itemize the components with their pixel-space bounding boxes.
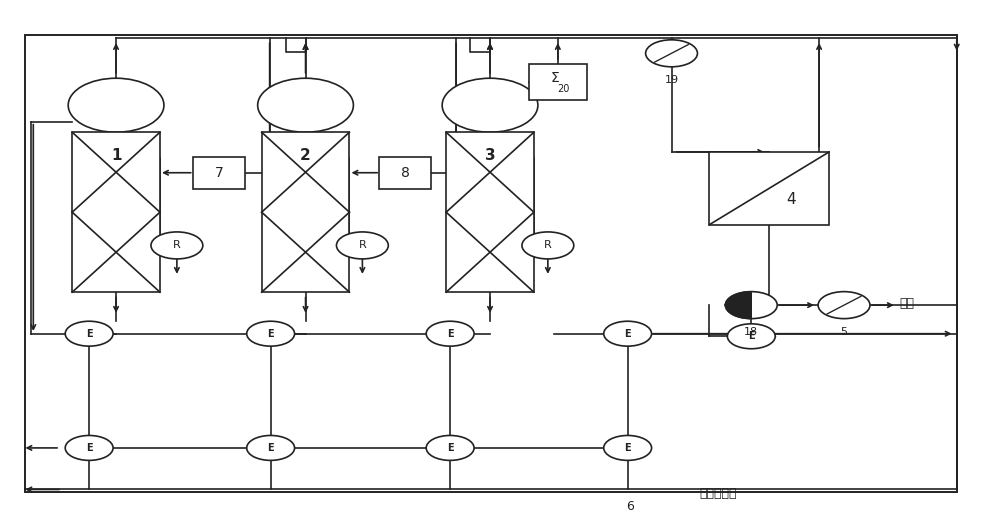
Circle shape bbox=[646, 40, 697, 67]
Circle shape bbox=[522, 232, 574, 259]
Text: E: E bbox=[624, 329, 631, 339]
Ellipse shape bbox=[442, 78, 538, 132]
Text: E: E bbox=[624, 443, 631, 453]
Text: R: R bbox=[173, 241, 181, 251]
Circle shape bbox=[818, 292, 870, 318]
Text: 18: 18 bbox=[744, 327, 758, 337]
Text: E: E bbox=[267, 329, 274, 339]
Circle shape bbox=[727, 324, 775, 349]
Text: E: E bbox=[447, 329, 453, 339]
Text: 4: 4 bbox=[786, 192, 796, 207]
Circle shape bbox=[725, 292, 777, 318]
Circle shape bbox=[247, 435, 295, 460]
Text: R: R bbox=[359, 241, 366, 251]
Circle shape bbox=[336, 232, 388, 259]
Circle shape bbox=[151, 232, 203, 259]
Text: 20: 20 bbox=[557, 84, 570, 94]
Circle shape bbox=[65, 321, 113, 346]
Text: E: E bbox=[86, 329, 92, 339]
Bar bbox=[379, 157, 431, 189]
Text: 1: 1 bbox=[111, 148, 121, 163]
Text: 3: 3 bbox=[485, 148, 495, 163]
Text: 5: 5 bbox=[841, 327, 848, 337]
Text: E: E bbox=[86, 443, 92, 453]
Circle shape bbox=[604, 321, 652, 346]
Text: E: E bbox=[748, 331, 755, 341]
Text: 8: 8 bbox=[401, 165, 410, 180]
Bar bbox=[709, 152, 829, 224]
Polygon shape bbox=[725, 292, 751, 318]
Bar bbox=[25, 35, 957, 492]
Text: 废水: 废水 bbox=[899, 297, 914, 310]
Text: 19: 19 bbox=[664, 75, 679, 85]
Circle shape bbox=[65, 435, 113, 460]
Text: 发酵液原料: 发酵液原料 bbox=[699, 487, 737, 500]
Circle shape bbox=[247, 321, 295, 346]
Bar bbox=[262, 132, 349, 292]
Circle shape bbox=[604, 435, 652, 460]
Text: E: E bbox=[447, 443, 453, 453]
Bar bbox=[529, 64, 587, 100]
Text: R: R bbox=[544, 241, 552, 251]
Text: Σ: Σ bbox=[551, 72, 559, 85]
Text: 7: 7 bbox=[214, 165, 223, 180]
Ellipse shape bbox=[258, 78, 353, 132]
Bar bbox=[193, 157, 245, 189]
Ellipse shape bbox=[68, 78, 164, 132]
Circle shape bbox=[426, 435, 474, 460]
Text: 6: 6 bbox=[626, 500, 634, 513]
Circle shape bbox=[426, 321, 474, 346]
Text: E: E bbox=[267, 443, 274, 453]
Bar bbox=[446, 132, 534, 292]
Bar bbox=[72, 132, 160, 292]
Text: 2: 2 bbox=[300, 148, 311, 163]
